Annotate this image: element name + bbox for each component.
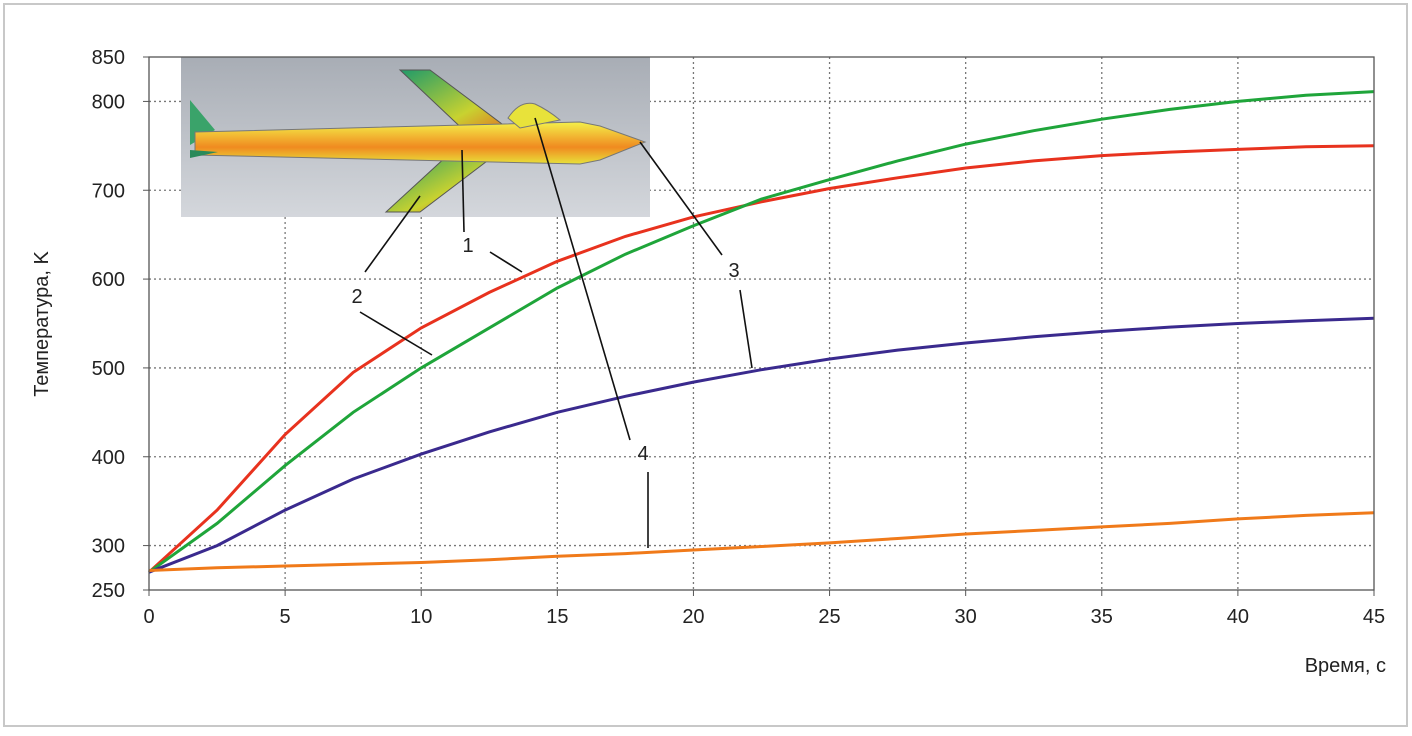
- y-tick-label: 300: [92, 536, 125, 558]
- series-label: 1: [462, 235, 473, 257]
- x-axis-label: Время, с: [1305, 655, 1386, 677]
- series-line: [148, 90, 1375, 574]
- y-tick-label: 700: [92, 180, 125, 202]
- y-tick-label: 850: [92, 47, 125, 69]
- y-tick-label: 800: [92, 91, 125, 113]
- series-line: [148, 511, 1375, 572]
- y-tick-label: 600: [92, 269, 125, 291]
- series-label: 3: [728, 260, 739, 282]
- series-label: 4: [637, 443, 648, 465]
- x-tick-label: 10: [410, 606, 432, 628]
- series-line: [148, 316, 1375, 574]
- leader-line: [364, 195, 421, 273]
- x-tick-label: 5: [280, 606, 291, 628]
- y-tick-label: 500: [92, 358, 125, 380]
- x-tick-label: 25: [818, 606, 840, 628]
- aircraft-image: [181, 57, 650, 217]
- x-tick-label: 40: [1227, 606, 1249, 628]
- leader-line: [489, 251, 523, 273]
- y-axis-label: Температура, K: [31, 251, 53, 397]
- y-tick-label: 400: [92, 447, 125, 469]
- x-tick-label: 45: [1363, 606, 1385, 628]
- leader-line: [461, 149, 465, 233]
- x-tick-label: 0: [143, 606, 154, 628]
- leader-line: [639, 141, 723, 256]
- y-tick-label: 250: [92, 580, 125, 602]
- leader-line: [534, 117, 631, 441]
- series-line: [147, 144, 1375, 574]
- leader-line: [739, 289, 753, 369]
- series-label: 2: [351, 286, 362, 308]
- x-tick-label: 15: [546, 606, 568, 628]
- leader-line: [359, 311, 433, 356]
- x-tick-label: 35: [1091, 606, 1113, 628]
- x-tick-label: 20: [682, 606, 704, 628]
- x-tick-label: 30: [955, 606, 977, 628]
- plot-area: [148, 56, 1375, 591]
